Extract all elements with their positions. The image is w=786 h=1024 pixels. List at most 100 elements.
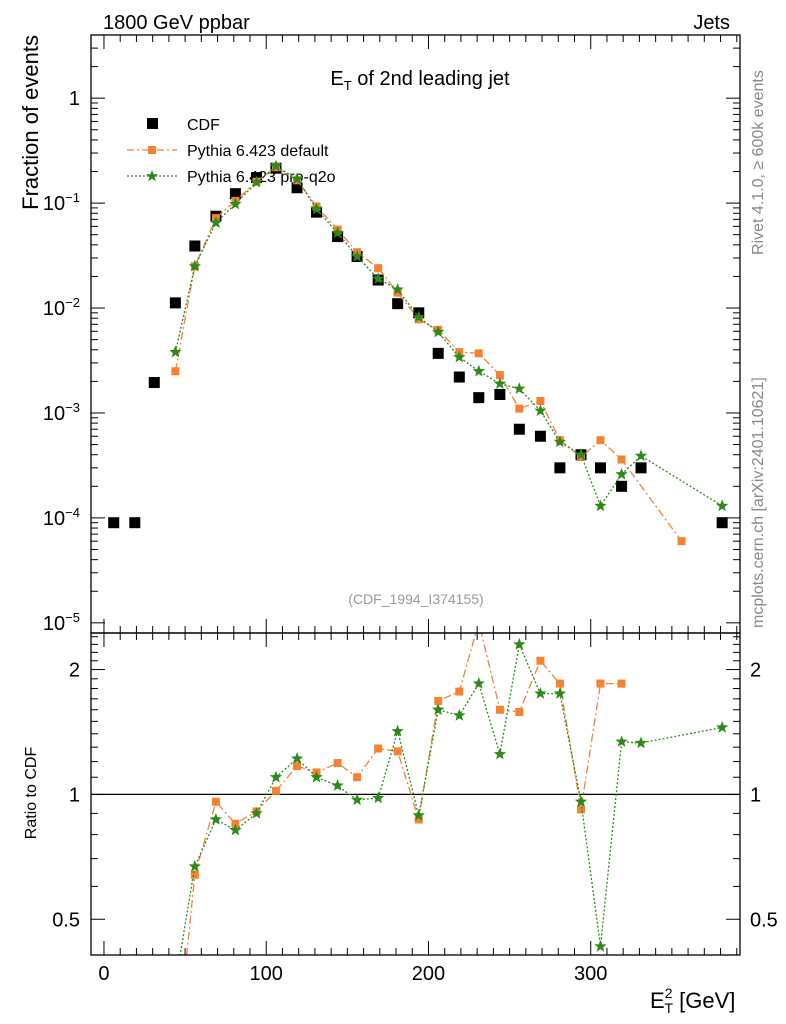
- proq2o-data-point: [269, 159, 283, 172]
- default-data-point: [677, 537, 686, 546]
- proq2o-data-point: [391, 283, 404, 295]
- mcplots-label: mcplots.cern.ch [arXiv:2401.10621]: [750, 377, 767, 628]
- ratio-proq2o-point: [331, 779, 344, 791]
- ratio-default-point: [414, 815, 423, 824]
- cdf-data-point: [494, 388, 506, 400]
- ratio-y-axis-label: Ratio to CDF: [23, 747, 40, 840]
- ratio-axis-ticks: 0.5 0.5 1 1 2 2 0 100 200 300: [52, 633, 778, 985]
- proq2o-data-point: [553, 435, 567, 448]
- main-y-tick-label: 10−2: [43, 295, 80, 320]
- cdf-data-point: [229, 188, 241, 200]
- default-data-point: [536, 397, 545, 406]
- ratio-proq2o-point: [594, 939, 607, 952]
- ratio-default-point: [596, 679, 605, 688]
- ratio-proq2o-point: [716, 721, 729, 733]
- cdf-data-point: [554, 462, 566, 474]
- default-data-point: [474, 349, 483, 358]
- ratio-proq2o-point: [372, 791, 385, 804]
- cdf-data-point: [635, 462, 647, 474]
- ratio-y-tick-label-right: 2: [750, 660, 761, 682]
- default-data-point: [617, 455, 626, 464]
- ratio-y-tick-label: 2: [69, 660, 80, 682]
- x-tick-label: 200: [412, 963, 445, 985]
- cdf-data-point: [392, 298, 404, 310]
- main-series-group: [108, 159, 729, 546]
- proq2o-data-point: [412, 310, 425, 323]
- cdf-data-point: [432, 347, 444, 359]
- cdf-data-point: [311, 206, 323, 218]
- ratio-proq2o-point: [209, 813, 223, 825]
- ratio-proq2o-point: [513, 637, 526, 650]
- proq2o-data-point: [188, 259, 201, 272]
- ratio-default-point: [515, 708, 524, 717]
- cdf-data-point: [616, 480, 628, 492]
- default-data-point: [596, 436, 605, 445]
- ratio-default-point: [353, 773, 362, 782]
- ratio-series-line: [186, 633, 622, 955]
- ratio-proq2o-point: [350, 793, 364, 806]
- ratio-proq2o-point: [574, 795, 588, 807]
- header-right-label: Jets: [693, 12, 730, 34]
- ratio-default-point: [617, 679, 626, 688]
- main-title: ET of 2nd leading jet: [330, 68, 510, 93]
- ratio-y-tick-label: 0.5: [52, 909, 80, 931]
- proq2o-data-point: [513, 382, 526, 394]
- ratio-y-tick-label-right: 1: [750, 784, 761, 806]
- cdf-data-point: [291, 182, 303, 194]
- ratio-proq2o-point: [472, 677, 485, 689]
- ratio-proq2o-point: [534, 687, 547, 699]
- ratio-default-point: [455, 687, 464, 696]
- proq2o-data-point: [250, 175, 263, 188]
- ratio-proq2o-point: [412, 808, 425, 821]
- proq2o-data-point: [229, 197, 242, 210]
- ratio-default-point: [393, 747, 402, 756]
- legend: CDF Pythia 6.423 default Pythia 6.423 pr…: [127, 117, 336, 186]
- ratio-proq2o-point: [290, 752, 304, 764]
- ratio-default-point: [555, 679, 564, 688]
- main-y-tick-label: 10−5: [43, 610, 80, 635]
- proq2o-data-point: [716, 499, 729, 512]
- ratio-proq2o-point: [432, 703, 445, 715]
- ratio-proq2o-point: [553, 687, 567, 699]
- analysis-id-label: (CDF_1994_I374155): [348, 591, 483, 607]
- ratio-default-point: [434, 696, 443, 705]
- legend-proq2o-marker: [146, 170, 158, 182]
- x-tick-label: 100: [250, 963, 283, 985]
- ratio-default-point: [211, 797, 220, 806]
- ratio-default-point: [374, 744, 383, 753]
- proq2o-data-point: [372, 272, 385, 284]
- legend-cdf-label: CDF: [187, 117, 220, 134]
- proq2o-data-point: [432, 325, 445, 338]
- legend-default-label: Pythia 6.423 default: [187, 143, 329, 160]
- x-tick-label: 300: [574, 963, 607, 985]
- main-axis-ticks: 1 10−1 10−2 10−3 10−4 10−5: [43, 34, 740, 635]
- default-data-point: [374, 264, 383, 273]
- ratio-proq2o-point: [250, 806, 263, 819]
- proq2o-data-point: [574, 448, 588, 460]
- default-data-point: [495, 371, 504, 380]
- x-axis-label: E2 T [GeV]: [650, 985, 735, 1016]
- x-tick-label: 0: [98, 963, 109, 985]
- ratio-proq2o-point: [634, 736, 648, 749]
- ratio-default-point: [495, 705, 504, 714]
- proq2o-data-point: [472, 364, 485, 377]
- proq2o-data-point: [169, 345, 182, 358]
- proq2o-data-point: [209, 216, 223, 228]
- cdf-data-point: [594, 462, 606, 474]
- legend-cdf-marker: [147, 118, 158, 129]
- cdf-data-point: [332, 231, 344, 243]
- main-y-tick-label: 10−3: [43, 400, 80, 425]
- cdf-data-point: [189, 240, 201, 252]
- default-data-point: [171, 367, 180, 376]
- cdf-data-point: [169, 297, 181, 309]
- proq2o-data-point: [594, 499, 607, 512]
- main-series-line: [174, 166, 683, 542]
- proq2o-data-point: [634, 449, 648, 462]
- cdf-data-point: [453, 371, 465, 383]
- ratio-series-group: [179, 633, 729, 955]
- cdf-data-point: [473, 392, 485, 404]
- header-left-label: 1800 GeV ppbar: [103, 12, 250, 34]
- main-y-tick-label: 1: [69, 88, 80, 110]
- proq2o-data-point: [453, 350, 466, 363]
- cdf-data-point: [108, 517, 120, 529]
